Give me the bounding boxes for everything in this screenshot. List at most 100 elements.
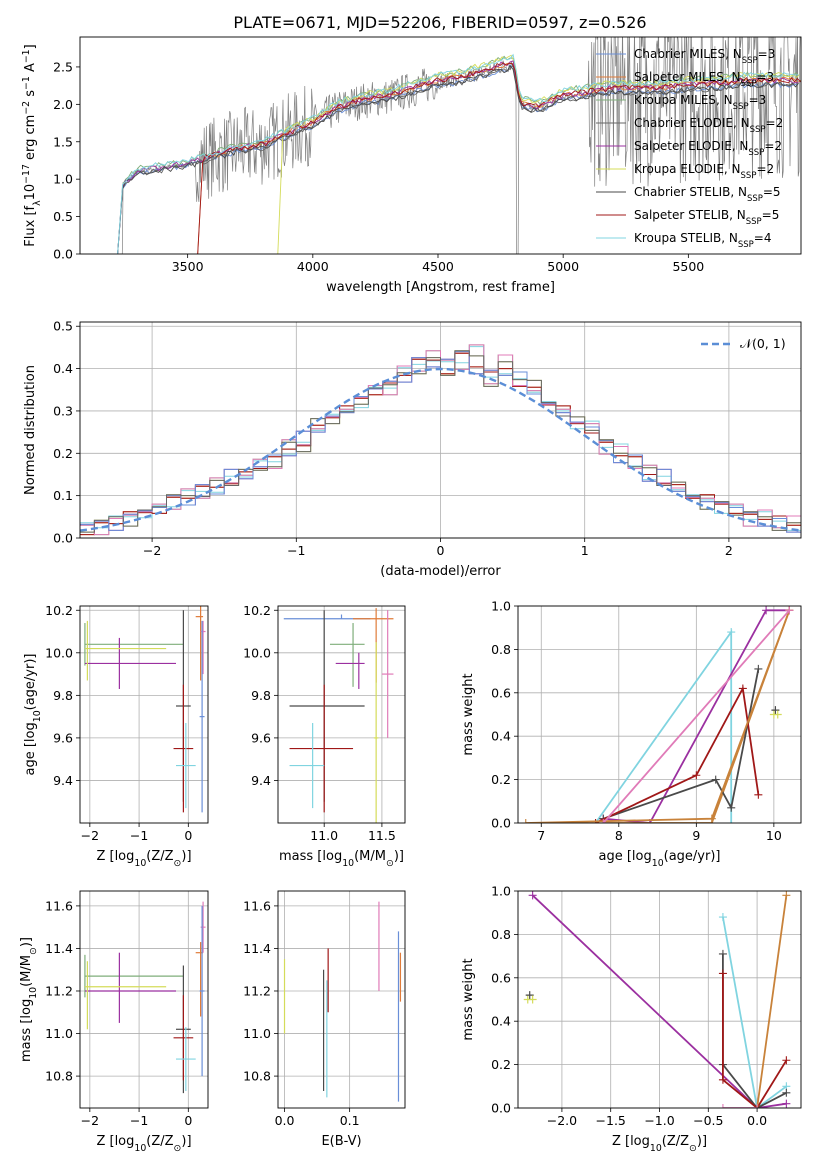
residuals-legend: 𝒩(0, 1) (701, 336, 786, 351)
axes-frame (277, 605, 406, 824)
y-axis-label-f: ] (23, 44, 38, 49)
legend-entry: Salpeter MILES, NSSP=3 (634, 70, 774, 89)
x-tick-label: 0.1 (340, 1113, 360, 1128)
figure-title: PLATE=0671, MJD=52206, FIBERID=0597, z=0… (233, 13, 646, 32)
y-axis-label-c: erg cm (23, 115, 38, 164)
legend-entry-sub: SSP (746, 217, 762, 227)
age-vs-metallicity-panel: −2 −1 09.49.69.810.010.2Z [log10(Z/Z⊙)]age… (23, 603, 209, 869)
mass-vs-ebv-panel: 0.0 0.1 10.8 11.0 11.2 11.4 11.6 E(B-V) (243, 890, 406, 1149)
x-tick-label: −1 (130, 1113, 148, 1128)
x-tick-label: 0 (184, 828, 192, 843)
y-tick-label: 11.4 (243, 941, 271, 956)
y-axis-label-sub: λ (32, 200, 43, 206)
y-tick-label: 10.2 (45, 603, 73, 618)
legend-entry-name: Salpeter STELIB, N (634, 208, 746, 222)
x-tick-label: −1.5 (596, 1113, 626, 1128)
legend-entry-count: =2 (756, 162, 774, 176)
y-tick-label: 9.4 (251, 773, 271, 788)
legend-entry: Chabrier STELIB, NSSP=5 (634, 185, 781, 204)
y-tick-label: 0.6 (491, 685, 511, 700)
x-tick-label: 7 (537, 828, 545, 843)
weight-marker (753, 1104, 762, 1108)
weight-marker (718, 969, 727, 978)
weight-marker (711, 775, 720, 784)
weight-marker (591, 819, 600, 823)
weight-marker (599, 819, 608, 823)
x-axis-label: Z [log10(Z/Z⊙)] (96, 1134, 191, 1154)
legend-entry-sub: SSP (733, 102, 749, 112)
y-tick-label: 9.6 (251, 730, 271, 745)
x-axis-label-b: (Z/Z (146, 849, 173, 864)
x-axis-label: Z [log10(Z/Z⊙)] (612, 1134, 707, 1154)
x-tick-label: −2 (81, 828, 99, 843)
y-tick-label: 0.5 (53, 209, 73, 224)
legend-entry-sub: SSP (750, 125, 766, 135)
legend-entry-sub: SSP (738, 240, 754, 250)
x-tick-label: 5000 (547, 259, 579, 274)
y-tick-label: 0.8 (491, 927, 511, 942)
weight-marker (782, 1099, 791, 1108)
weight-line (531, 894, 787, 1108)
weight-marker (521, 819, 530, 823)
x-tick-label: 10 (766, 828, 782, 843)
x-axis-label-c: )] (697, 1134, 707, 1149)
x-axis-label-sub2: ⊙ (174, 1143, 182, 1154)
y-axis-label-sup1: −17 (21, 164, 32, 184)
plot-content (283, 901, 402, 1102)
legend-entry: Kroupa MILES, NSSP=3 (634, 93, 766, 112)
residuals-panel: −2 −1 0 1 2 0.0 0.1 0.2 0.3 0.4 0.5 (data-model)/er… (23, 319, 802, 579)
errorbar-point (84, 637, 176, 689)
y-tick-label: 9.4 (53, 773, 73, 788)
weight-marker (718, 913, 727, 922)
weight-marker (528, 995, 537, 1004)
x-tick-label: 5500 (672, 259, 704, 274)
plot-content (117, 37, 801, 254)
errorbar-point (84, 954, 184, 998)
errorbar-point (195, 606, 204, 681)
weight-marker (754, 790, 763, 799)
y-axis-label-b: (M/M (19, 955, 34, 987)
weight-line (722, 916, 787, 1108)
y-tick-label: 0.0 (491, 1101, 511, 1116)
legend-entry-sub: SSP (747, 194, 763, 204)
model-spectrum-line (117, 53, 799, 254)
weight-marker (718, 949, 727, 958)
weight-marker (754, 664, 763, 673)
legend-entry-count: =5 (762, 208, 780, 222)
weight-line (602, 609, 791, 823)
x-axis-label-a: Z [log (612, 1134, 650, 1149)
y-tick-label: 11.0 (243, 1026, 271, 1041)
x-tick-label: −1 (287, 543, 305, 558)
legend-entry-name: Chabrier STELIB, N (634, 185, 747, 199)
plot-content (80, 344, 801, 536)
y-axis-label-b: 10 (23, 184, 38, 201)
legend-entry-sub: SSP (748, 148, 764, 158)
errorbar-point (289, 723, 325, 809)
x-tick-label: 4000 (297, 259, 329, 274)
legend-entry-sub: SSP (742, 56, 758, 66)
y-tick-label: 10.8 (243, 1069, 271, 1084)
axes-frame (79, 321, 802, 539)
weight-marker (782, 1056, 791, 1065)
legend-entry-name: Chabrier ELODIE, N (634, 116, 750, 130)
normal-distribution-line (80, 367, 801, 532)
legend-entry-count: =3 (756, 70, 774, 84)
weight-marker (692, 771, 701, 780)
y-axis-label-sup4: −1 (21, 49, 32, 63)
weight-marker (528, 891, 537, 900)
y-tick-label: 2.0 (53, 97, 73, 112)
legend-entry-name: Chabrier MILES, N (634, 47, 742, 61)
y-axis-label-sup2: −2 (21, 101, 32, 115)
errorbar-point (173, 684, 194, 813)
x-axis-label: wavelength [Angstrom, rest frame] (326, 280, 555, 295)
y-tick-label: 11.6 (45, 898, 73, 913)
weight-line (756, 895, 788, 1108)
errorbar-point (84, 952, 176, 1023)
x-tick-label: 2 (725, 543, 733, 558)
legend-entry-name: Kroupa ELODIE, N (634, 162, 741, 176)
weight-marker (727, 803, 736, 812)
plot-content (523, 891, 791, 1108)
y-tick-label: 1.5 (53, 134, 73, 149)
legend-entry-name: Salpeter MILES, N (634, 70, 741, 84)
